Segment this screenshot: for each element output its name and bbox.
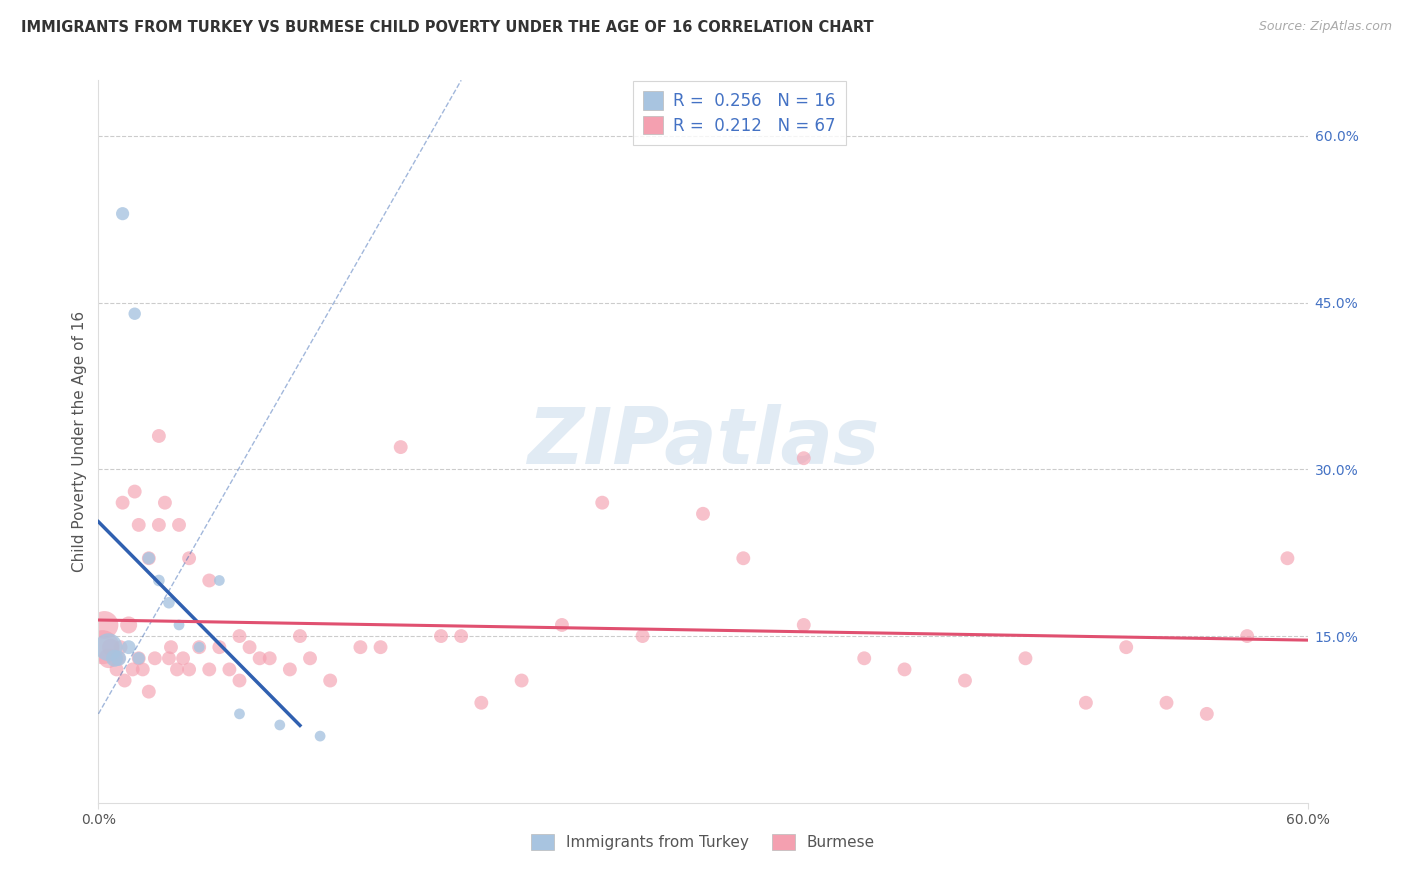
Point	[239, 640, 262, 655]
Point	[118, 640, 141, 655]
Point	[188, 640, 211, 655]
Point	[148, 429, 170, 443]
Point	[309, 729, 332, 743]
Point	[853, 651, 876, 665]
Point	[93, 618, 115, 632]
Point	[167, 618, 190, 632]
Point	[121, 662, 143, 676]
Point	[551, 618, 574, 632]
Point	[259, 651, 281, 665]
Point	[288, 629, 311, 643]
Point	[128, 651, 150, 665]
Point	[138, 684, 160, 698]
Point	[510, 673, 533, 688]
Point	[188, 640, 211, 655]
Point	[793, 618, 815, 632]
Point	[1195, 706, 1218, 721]
Point	[631, 629, 654, 643]
Text: ZIPatlas: ZIPatlas	[527, 403, 879, 480]
Point	[228, 629, 250, 643]
Point	[278, 662, 301, 676]
Point	[319, 673, 342, 688]
Point	[370, 640, 392, 655]
Text: IMMIGRANTS FROM TURKEY VS BURMESE CHILD POVERTY UNDER THE AGE OF 16 CORRELATION : IMMIGRANTS FROM TURKEY VS BURMESE CHILD …	[21, 20, 873, 35]
Point	[91, 640, 114, 655]
Point	[793, 451, 815, 466]
Point	[1277, 551, 1299, 566]
Point	[692, 507, 714, 521]
Point	[1074, 696, 1097, 710]
Point	[160, 640, 183, 655]
Point	[157, 596, 180, 610]
Point	[128, 651, 150, 665]
Point	[733, 551, 755, 566]
Point	[124, 307, 146, 321]
Point	[269, 718, 291, 732]
Point	[1156, 696, 1178, 710]
Point	[218, 662, 240, 676]
Point	[153, 496, 176, 510]
Point	[591, 496, 613, 510]
Point	[118, 618, 141, 632]
Point	[893, 662, 915, 676]
Point	[132, 662, 155, 676]
Point	[167, 517, 190, 532]
Point	[208, 574, 231, 588]
Point	[179, 551, 201, 566]
Point	[111, 496, 134, 510]
Point	[228, 673, 250, 688]
Point	[349, 640, 371, 655]
Point	[103, 651, 125, 665]
Point	[157, 651, 180, 665]
Point	[179, 662, 201, 676]
Text: Source: ZipAtlas.com: Source: ZipAtlas.com	[1258, 20, 1392, 33]
Point	[389, 440, 412, 454]
Point	[105, 662, 128, 676]
Point	[148, 574, 170, 588]
Point	[430, 629, 453, 643]
Point	[143, 651, 166, 665]
Point	[249, 651, 271, 665]
Point	[100, 640, 122, 655]
Point	[148, 517, 170, 532]
Point	[138, 551, 160, 566]
Point	[97, 640, 120, 655]
Point	[228, 706, 250, 721]
Point	[1115, 640, 1137, 655]
Point	[953, 673, 976, 688]
Point	[1236, 629, 1258, 643]
Point	[1014, 651, 1036, 665]
Point	[172, 651, 194, 665]
Y-axis label: Child Poverty Under the Age of 16: Child Poverty Under the Age of 16	[72, 311, 87, 572]
Point	[198, 662, 221, 676]
Point	[198, 574, 221, 588]
Point	[299, 651, 322, 665]
Point	[110, 640, 132, 655]
Point	[166, 662, 188, 676]
Point	[107, 651, 129, 665]
Point	[470, 696, 492, 710]
Point	[114, 673, 136, 688]
Point	[97, 651, 120, 665]
Point	[124, 484, 146, 499]
Point	[128, 517, 150, 532]
Point	[107, 651, 129, 665]
Point	[111, 207, 134, 221]
Point	[450, 629, 472, 643]
Legend: Immigrants from Turkey, Burmese: Immigrants from Turkey, Burmese	[524, 829, 882, 856]
Point	[103, 651, 125, 665]
Point	[138, 551, 160, 566]
Point	[208, 640, 231, 655]
